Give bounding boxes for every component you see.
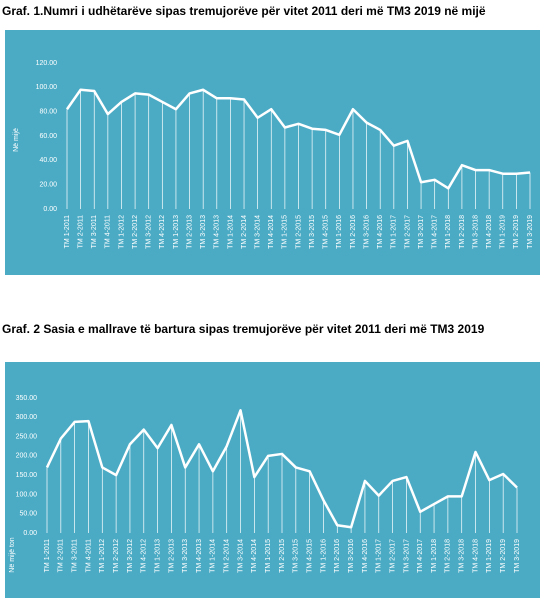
- x-tick-label: TM 3-2012: [146, 215, 153, 249]
- x-tick-label: TM 3-2016: [363, 215, 370, 249]
- y-tick-label: 350.00: [16, 395, 38, 402]
- x-tick-label: TM 1-2015: [282, 215, 289, 249]
- x-tick-label: TM 2-2014: [224, 539, 231, 573]
- x-tick-label: TM 4-2015: [323, 215, 330, 249]
- x-tick-label: TM 2-2018: [459, 215, 466, 249]
- line: [65, 88, 531, 190]
- line: [45, 409, 518, 529]
- x-tick-label: TM 1-2019: [486, 539, 493, 573]
- x-tick-label: TM 4-2017: [432, 215, 439, 249]
- x-tick-label: TM 4-2012: [141, 539, 148, 573]
- x-tick-label: TM 4-2013: [214, 215, 221, 249]
- x-tick-label: TM 3-2014: [254, 215, 261, 249]
- y-axis-label: Në mijë: [13, 128, 20, 152]
- x-tick-label: TM 4-2018: [486, 215, 493, 249]
- y-tick-label: 200.00: [16, 453, 38, 460]
- x-tick-label: TM 1-2013: [173, 215, 180, 249]
- x-tick-label: TM 1-2017: [391, 215, 398, 249]
- x-tick-label: TM 2-2011: [58, 539, 65, 572]
- x-tick-label: TM 2-2017: [404, 215, 411, 249]
- x-tick-label: TM 3-2011: [71, 539, 78, 572]
- y-tick-label: 250.00: [16, 433, 38, 440]
- x-tick-label: TM 1-2018: [445, 215, 452, 249]
- x-tick-label: TM 2-2012: [113, 539, 120, 573]
- x-tick-label: TM 4-2016: [362, 539, 369, 573]
- x-tick-label: TM 1-2015: [265, 539, 272, 573]
- x-tick-label: TM 3-2012: [127, 539, 134, 573]
- x-tick-label: TM 3-2019: [527, 215, 534, 249]
- y-tick-label: 150.00: [16, 472, 38, 479]
- x-tick-label: TM 3-2015: [293, 539, 300, 573]
- x-tick-label: TM 1-2019: [500, 215, 507, 249]
- x-tick-label: TM 4-2011: [85, 539, 92, 572]
- y-tick-label: 0.00: [43, 206, 57, 213]
- x-tick-label: TM 2-2017: [389, 539, 396, 573]
- x-tick-label: TM 2-2015: [295, 215, 302, 249]
- y-tick-label: 50.00: [19, 511, 37, 518]
- x-tick-label: TM 4-2016: [377, 215, 384, 249]
- x-tick-label: TM 2-2019: [500, 539, 507, 573]
- x-tick-label: TM 3-2018: [472, 215, 479, 249]
- x-tick-label: TM 1-2011: [44, 539, 51, 572]
- x-tick-label: TM 3-2017: [403, 539, 410, 573]
- x-tick-label: TM 4-2018: [472, 539, 479, 573]
- chart-title: Graf. 2 Sasia e mallrave të bartura sipa…: [2, 322, 485, 336]
- x-tick-label: TM 3-2013: [200, 215, 207, 249]
- x-tick-label: TM 3-2014: [237, 539, 244, 573]
- x-tick-label: TM 2-2019: [513, 215, 520, 249]
- x-tick-label: TM 1-2016: [320, 539, 327, 573]
- x-tick-label: TM 3-2011: [91, 215, 98, 248]
- y-tick-label: 40.00: [39, 157, 57, 164]
- x-tick-label: TM 3-2018: [459, 539, 466, 573]
- x-tick-label: TM 1-2016: [336, 215, 343, 249]
- x-tick-label: TM 3-2016: [348, 539, 355, 573]
- x-tick-label: TM 2-2014: [241, 215, 248, 249]
- chart-title: Graf. 1.Numri i udhëtarëve sipas tremujo…: [2, 4, 486, 18]
- x-tick-label: TM 1-2012: [99, 539, 106, 573]
- x-tick-label: TM 1-2014: [210, 539, 217, 573]
- x-tick-label: TM 2-2013: [168, 539, 175, 573]
- plot-background: [5, 362, 540, 598]
- x-tick-label: TM 4-2017: [417, 539, 424, 573]
- y-axis-label: Në mijë ton: [9, 537, 16, 573]
- x-tick-label: TM 3-2015: [309, 215, 316, 249]
- x-tick-label: TM 2-2016: [350, 215, 357, 249]
- y-tick-label: 100.00: [16, 491, 38, 498]
- x-tick-label: TM 1-2014: [227, 215, 234, 249]
- x-tick-label: TM 4-2014: [268, 215, 275, 249]
- x-tick-label: TM 2-2016: [334, 539, 341, 573]
- x-tick-label: TM 2-2018: [445, 539, 452, 573]
- x-tick-label: TM 1-2012: [118, 215, 125, 249]
- y-tick-label: 60.00: [39, 133, 57, 140]
- x-tick-label: TM 1-2017: [376, 539, 383, 573]
- y-tick-label: 80.00: [39, 109, 57, 116]
- x-tick-label: TM 1-2011: [64, 215, 71, 248]
- x-tick-label: TM 4-2011: [105, 215, 112, 248]
- y-tick-label: 20.00: [39, 182, 57, 189]
- x-tick-label: TM 1-2013: [154, 539, 161, 573]
- x-tick-label: TM 4-2013: [196, 539, 203, 573]
- x-tick-label: TM 3-2017: [418, 215, 425, 249]
- y-tick-label: 0.00: [23, 530, 37, 537]
- x-tick-label: TM 2-2011: [77, 215, 84, 248]
- x-tick-label: TM 2-2013: [186, 215, 193, 249]
- x-tick-label: TM 4-2015: [306, 539, 313, 573]
- x-tick-label: TM 4-2012: [159, 215, 166, 249]
- x-tick-label: TM 3-2013: [182, 539, 189, 573]
- x-tick-label: TM 2-2015: [279, 539, 286, 573]
- y-tick-label: 100.00: [36, 84, 58, 91]
- y-tick-label: 120.00: [36, 60, 58, 67]
- x-tick-label: TM 2-2012: [132, 215, 139, 249]
- x-tick-label: TM 1-2018: [431, 539, 438, 573]
- x-tick-label: TM 4-2014: [251, 539, 258, 573]
- y-tick-label: 300.00: [16, 414, 38, 421]
- x-tick-label: TM 3-2019: [514, 539, 521, 573]
